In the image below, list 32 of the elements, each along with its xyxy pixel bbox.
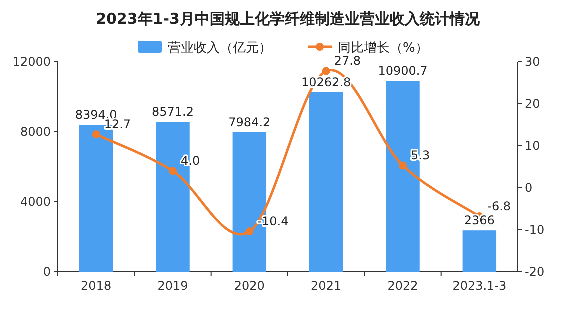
y2-tick-label: -10: [525, 223, 545, 237]
point: [246, 228, 254, 236]
y-tick-label: 0: [43, 265, 51, 279]
x-tick-label: 2021: [311, 279, 342, 293]
y2-tick-label: 20: [525, 97, 540, 111]
x-tick-label: 2019: [158, 279, 188, 293]
bar: [462, 230, 497, 272]
data-label: -6.8: [488, 200, 512, 214]
y2-tick-label: 0: [525, 181, 533, 195]
x-tick-label: 2018: [81, 279, 112, 293]
x-tick-label: 2020: [234, 279, 265, 293]
x-tick-label: 2022: [388, 279, 418, 293]
legend-label: 营业收入（亿元）: [168, 41, 272, 56]
point: [322, 67, 330, 76]
point: [92, 130, 100, 139]
data-label: 8571.2: [152, 105, 194, 120]
y-tick-label: 12000: [12, 55, 51, 69]
bar: [309, 92, 344, 272]
data-label: 10900.7: [378, 64, 428, 78]
data-label: 2366: [464, 214, 495, 228]
y2-tick-label: 30: [525, 55, 540, 69]
chart-title: 2023年1-3月中国规上化学纤维制造业营业收入统计情况: [96, 10, 481, 28]
point: [399, 162, 407, 170]
y2-tick-label: -20: [525, 265, 545, 279]
data-label: 27.8: [334, 54, 362, 68]
y-tick-label: 8000: [20, 125, 51, 139]
point: [169, 167, 177, 176]
y-tick-label: 4000: [20, 195, 51, 209]
y2-tick-label: 10: [525, 139, 540, 153]
legend-label: 同比增长（%）: [338, 41, 428, 56]
data-label: 7984.2: [228, 115, 271, 130]
x-tick-label: 2023.1-3: [452, 279, 507, 293]
